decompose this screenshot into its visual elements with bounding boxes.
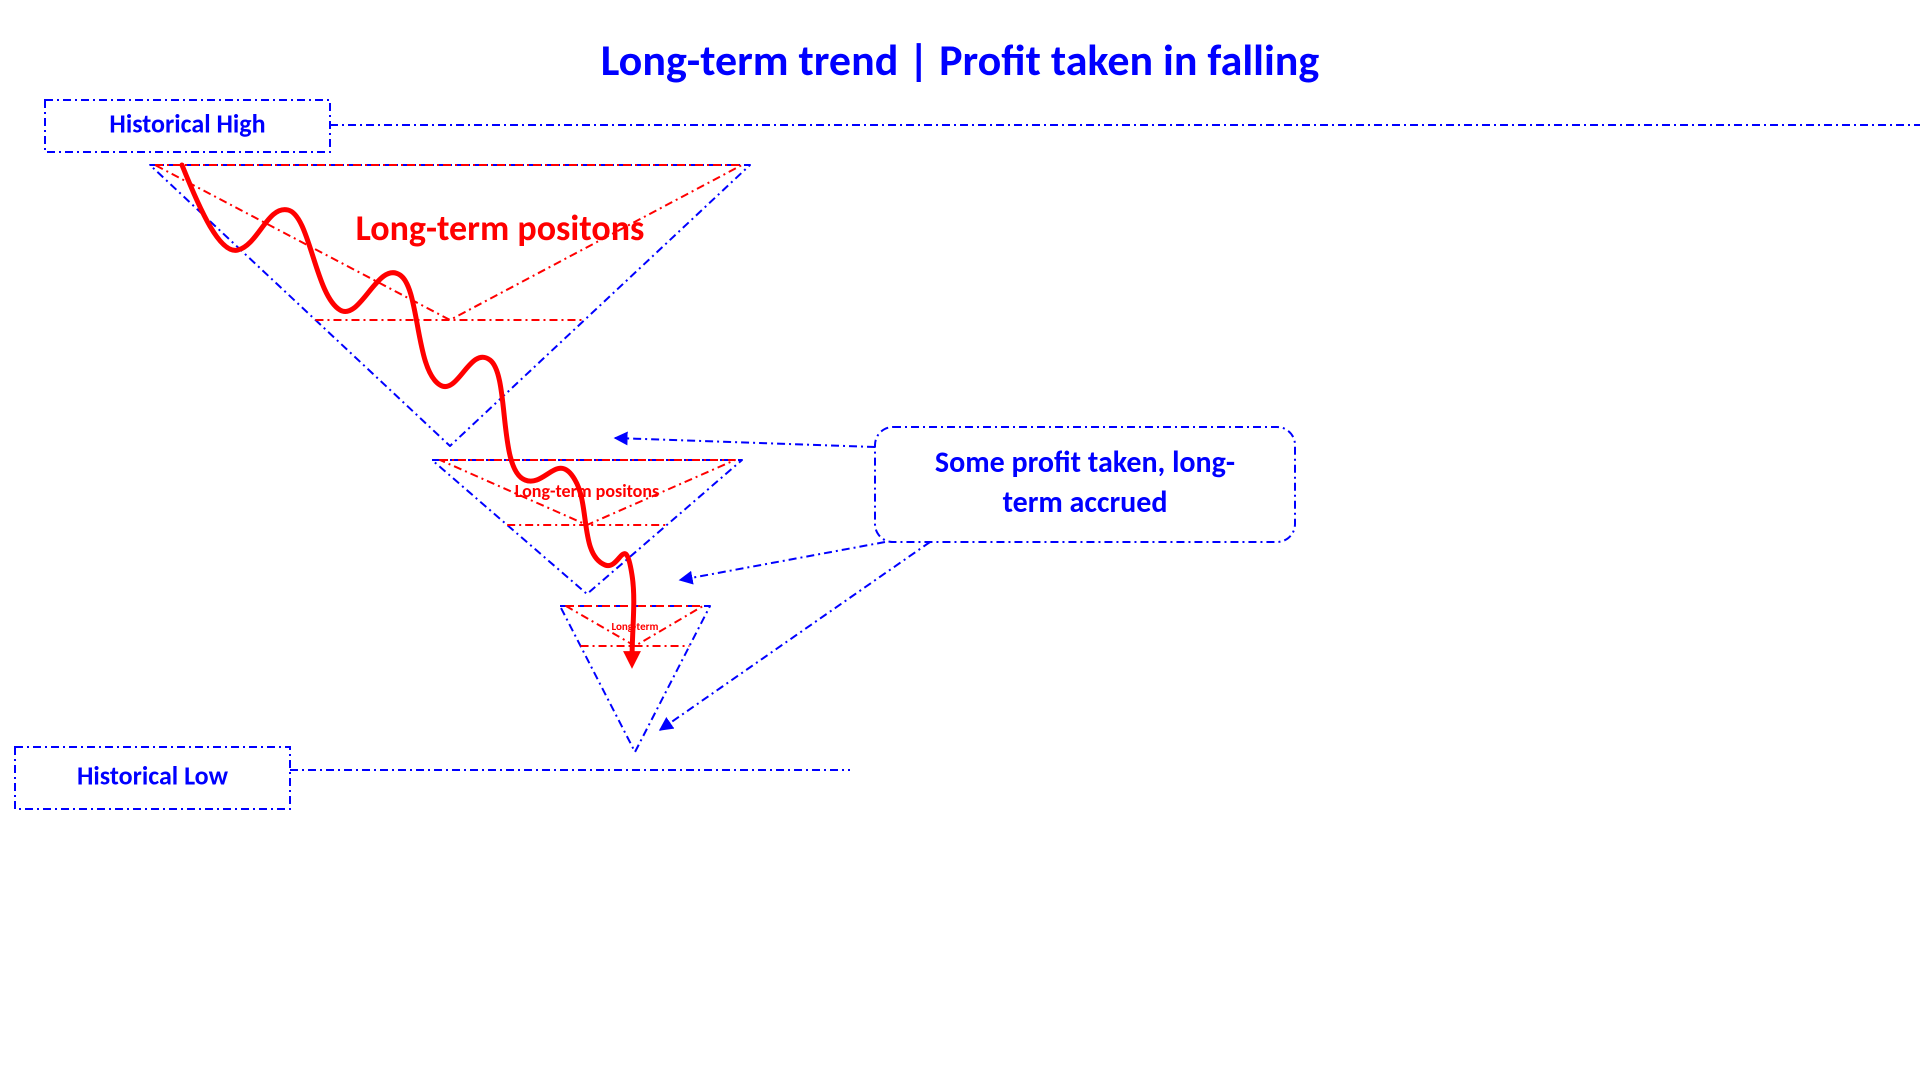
callout-box: Some profit taken, long- term accrued — [875, 427, 1295, 542]
callout-line2: term accrued — [1003, 484, 1168, 521]
connector-1 — [615, 438, 875, 447]
historical-low-group: Historical Low — [15, 747, 850, 809]
historical-low-label: Historical Low — [77, 759, 229, 791]
historical-high-label: Historical High — [109, 107, 265, 139]
connector-3 — [660, 542, 930, 730]
triangle-1-label: Long-term positons — [356, 206, 645, 250]
connector-2 — [680, 542, 885, 580]
triangle-2-label: Long-term positons — [515, 480, 659, 502]
historical-high-group: Historical High — [45, 100, 1920, 152]
page-title: Long-term trend | Profit taken in fallin… — [601, 33, 1320, 87]
callout-line1: Some profit taken, long- — [935, 444, 1235, 481]
triangle-1: Long-term positons — [150, 165, 750, 446]
